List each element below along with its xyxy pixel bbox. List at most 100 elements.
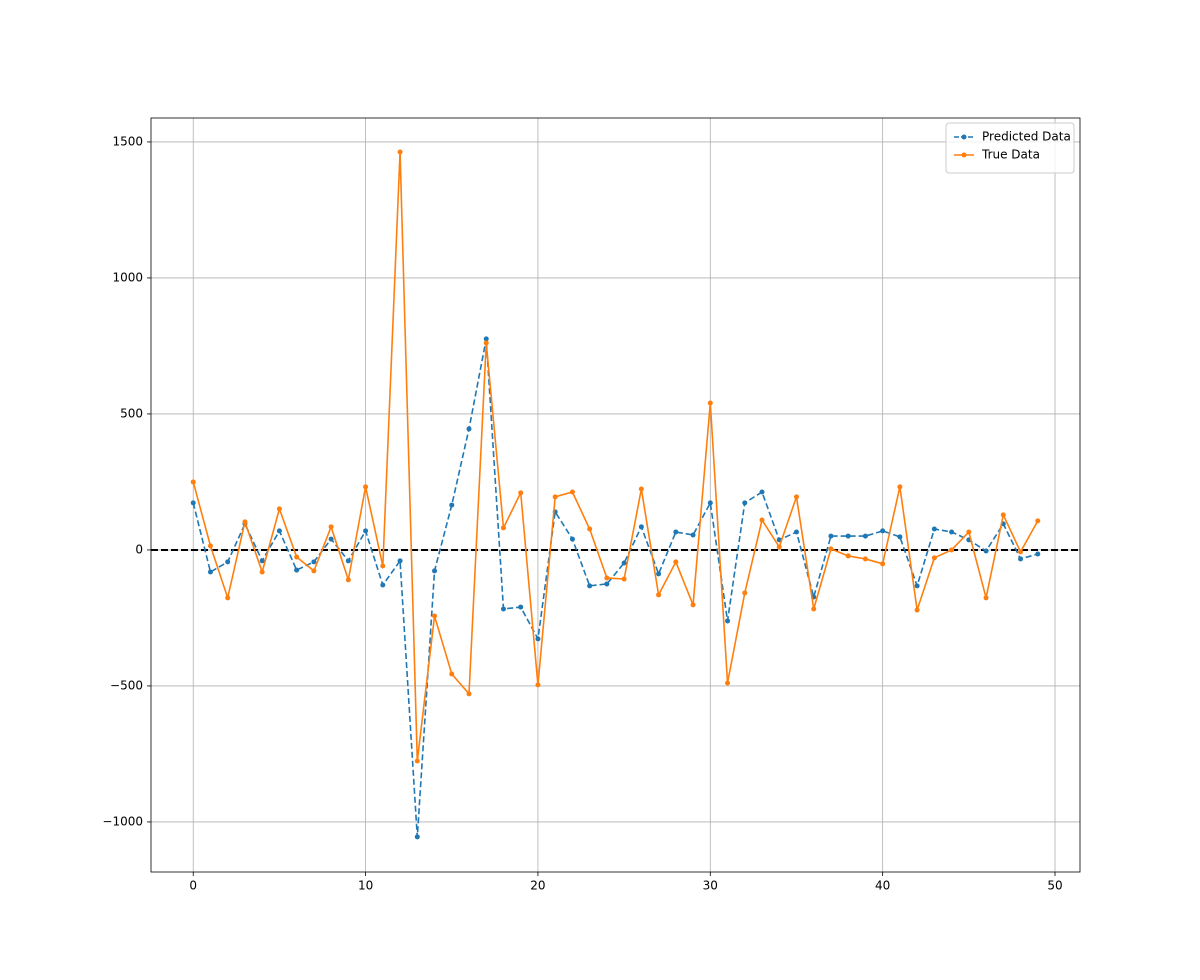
- data-point: [569, 536, 575, 542]
- data-point: [587, 526, 593, 532]
- plot-background: [151, 118, 1080, 872]
- data-point: [656, 592, 662, 598]
- data-point: [363, 528, 369, 534]
- data-point: [552, 494, 558, 500]
- data-point: [449, 671, 455, 677]
- data-point: [914, 607, 920, 613]
- data-point: [621, 576, 627, 582]
- data-point: [638, 524, 644, 530]
- x-tick-label: 50: [1047, 879, 1062, 893]
- data-point: [880, 528, 886, 534]
- data-point: [311, 568, 317, 574]
- data-point: [259, 569, 265, 575]
- data-point: [742, 590, 748, 596]
- data-point: [845, 553, 851, 559]
- data-point: [793, 494, 799, 500]
- data-point: [207, 543, 213, 549]
- x-tick-label: 10: [358, 879, 373, 893]
- data-point: [449, 502, 455, 508]
- series-line: [192, 151, 1039, 762]
- data-point: [914, 583, 920, 589]
- data-point: [1035, 551, 1041, 557]
- data-point: [983, 595, 989, 601]
- data-point: [535, 682, 541, 688]
- data-point: [225, 559, 231, 565]
- series-line: [192, 338, 1038, 837]
- data-point: [466, 691, 472, 697]
- data-point: [569, 489, 575, 495]
- y-tick-label: 1000: [112, 270, 143, 284]
- data-point: [500, 606, 506, 612]
- data-point: [793, 529, 799, 535]
- data-point: [725, 680, 731, 686]
- data-point: [414, 758, 420, 764]
- data-point: [690, 602, 696, 608]
- data-point: [432, 568, 438, 574]
- x-tick-label: 0: [189, 879, 197, 893]
- data-point: [759, 489, 765, 495]
- data-point: [983, 548, 989, 554]
- data-point: [621, 560, 627, 566]
- data-point: [225, 595, 231, 601]
- data-point: [432, 613, 438, 619]
- data-point: [397, 149, 403, 155]
- data-point: [414, 834, 420, 840]
- data-point: [604, 575, 610, 581]
- data-point: [190, 479, 196, 485]
- data-point: [294, 554, 300, 560]
- data-point: [500, 525, 506, 531]
- data-point: [966, 529, 972, 535]
- data-point: [587, 583, 593, 589]
- legend-box: [945, 122, 1075, 174]
- data-point: [656, 571, 662, 577]
- legend-marker: [961, 152, 967, 158]
- data-point: [880, 561, 886, 567]
- data-point: [363, 484, 369, 490]
- data-point: [397, 558, 403, 564]
- data-point: [535, 636, 541, 642]
- data-point: [707, 500, 713, 506]
- data-point: [862, 556, 868, 562]
- data-point: [380, 563, 386, 569]
- y-tick-label: 500: [120, 406, 143, 420]
- data-point: [483, 336, 489, 342]
- data-point: [466, 426, 472, 432]
- x-tick-label: 40: [875, 879, 890, 893]
- data-point: [604, 581, 610, 587]
- data-point: [1000, 512, 1006, 518]
- data-point: [328, 524, 334, 530]
- data-point: [897, 534, 903, 540]
- data-point: [328, 536, 334, 542]
- data-point: [638, 486, 644, 492]
- data-point: [1018, 556, 1024, 562]
- data-point: [518, 604, 524, 610]
- data-point: [845, 533, 851, 539]
- x-tick-label: 30: [703, 879, 718, 893]
- y-tick-label: 0: [135, 542, 143, 556]
- data-point: [759, 517, 765, 523]
- data-point: [673, 529, 679, 535]
- data-point: [776, 544, 782, 550]
- data-point: [949, 547, 955, 553]
- data-point: [311, 559, 317, 565]
- data-point: [897, 484, 903, 490]
- data-point: [190, 500, 196, 506]
- legend-label: True Data: [981, 148, 1040, 162]
- data-point: [1018, 549, 1024, 555]
- data-point: [380, 582, 386, 588]
- data-point: [862, 533, 868, 539]
- x-tick-label: 20: [530, 879, 545, 893]
- legend: Predicted Data True Data: [945, 122, 1075, 174]
- data-point: [345, 558, 351, 564]
- legend-label: Predicted Data: [982, 130, 1071, 144]
- data-point: [931, 555, 937, 561]
- data-point: [828, 533, 834, 539]
- data-point: [345, 577, 351, 583]
- y-tick-label: 1500: [112, 134, 143, 148]
- legend-marker: [961, 134, 967, 140]
- data-point: [483, 340, 489, 346]
- data-point: [207, 569, 213, 575]
- data-point: [242, 519, 248, 525]
- y-tick-label: −1000: [102, 814, 143, 828]
